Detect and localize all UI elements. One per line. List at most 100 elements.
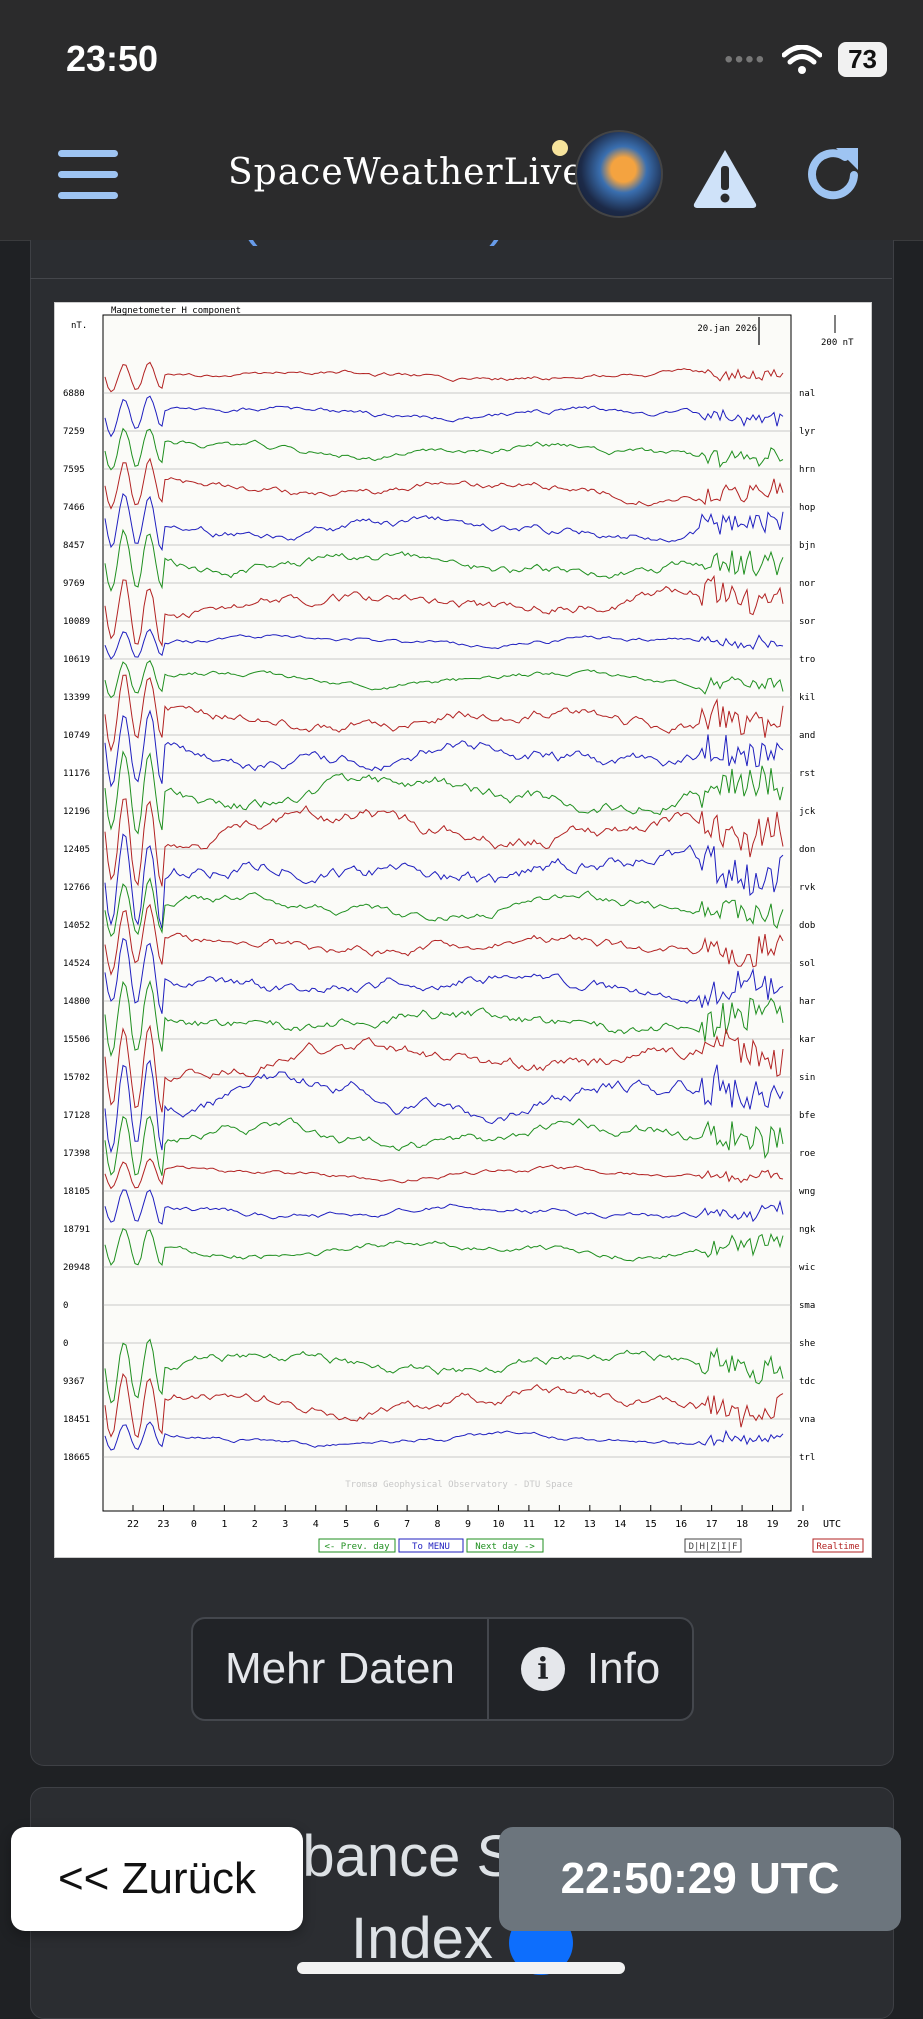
battery-level: 73 [838,42,887,77]
station-value: 9367 [63,1377,85,1387]
wifi-icon [782,44,823,74]
menu-icon[interactable] [58,150,118,200]
station-label: har [799,997,816,1007]
series-line [104,1338,784,1404]
sun-dot-icon [552,140,568,156]
date-label: 20.jan 2026 [697,324,757,334]
section-title-clip: Hobart (Australien) [30,240,892,278]
station-value: 14524 [63,959,90,969]
y-unit: nT. [71,321,87,331]
realtime-link: Realtime [816,1542,859,1552]
x-tick-label: 23 [157,1519,169,1530]
series-line [104,427,784,471]
station-label: sol [799,959,815,969]
station-label: trl [799,1453,815,1463]
station-value: 14052 [63,921,90,931]
x-tick-label: 2 [252,1519,258,1530]
station-label: rvk [799,883,816,893]
station-label: kar [799,1035,816,1045]
utc-clock: 22:50:29 UTC [499,1827,901,1931]
x-tick-label: 11 [523,1519,535,1530]
station-label: bfe [799,1111,815,1121]
station-value: 10619 [63,655,90,665]
series-line [104,660,784,699]
station-value: 15702 [63,1073,90,1083]
station-value: 13399 [63,693,90,703]
station-value: 10089 [63,617,90,627]
x-tick-label: 1 [221,1519,227,1530]
series-line [104,903,784,976]
series-line [104,1024,784,1113]
station-label: tdc [799,1377,815,1387]
series-line [104,395,784,438]
x-tick-label: 18 [736,1519,748,1530]
station-value: 18665 [63,1453,90,1463]
station-label: lyr [799,427,816,437]
series-line [104,750,784,835]
station-value: 14800 [63,997,90,1007]
info-button[interactable]: i Info [486,1619,692,1719]
prev-day-link-box [318,1538,396,1553]
status-icons: •••• 73 [724,42,887,77]
station-value: 0 [63,1301,68,1311]
station-label: jck [799,807,816,817]
station-label: tro [799,655,815,665]
button-group: Mehr Daten i Info [191,1617,695,1721]
series-line [104,1115,784,1176]
divider [30,278,892,279]
refresh-icon[interactable] [800,142,866,208]
station-label: and [799,731,815,741]
section-title: Hobart (Australien) [70,240,506,248]
next-day-link: Next day -> [475,1542,535,1552]
station-label: wic [799,1263,815,1273]
series-line [104,1158,784,1190]
station-value: 7259 [63,427,85,437]
station-value: 18105 [63,1187,90,1197]
station-label: sor [799,617,816,627]
realtime-link-box [812,1538,864,1553]
series-line [104,574,784,648]
station-label: nal [799,389,815,399]
home-indicator[interactable] [297,1962,625,1974]
station-value: 0 [63,1339,68,1349]
info-icon: i [520,1647,565,1691]
globe-logo-icon[interactable] [575,130,663,218]
next-day-link-box [466,1538,544,1553]
series-line [104,1372,784,1438]
series-line [104,674,784,753]
series-line [104,361,784,393]
x-tick-label: 3 [282,1519,288,1530]
menu-link-box [398,1538,464,1553]
app-header: SpaceWeatherLive [0,110,923,241]
series-line [104,457,784,510]
more-data-button[interactable]: Mehr Daten [193,1619,487,1719]
x-tick-label: 22 [127,1519,139,1530]
x-tick-label: 4 [313,1519,319,1530]
station-label: don [799,845,815,855]
more-data-label: Mehr Daten [225,1644,455,1693]
chart-title: Magnetometer H component [111,306,241,316]
back-button[interactable]: << Zurück [11,1827,303,1931]
x-tick-label: 16 [675,1519,687,1530]
warning-icon[interactable] [690,146,760,210]
x-tick-label: 0 [191,1519,197,1530]
brand-logo-text[interactable]: SpaceWeatherLive [228,152,585,193]
station-label: ngk [799,1225,816,1235]
station-label: vna [799,1415,815,1425]
station-label: sin [799,1073,815,1083]
station-value: 11176 [63,769,90,779]
series-line [104,1059,784,1154]
station-value: 7466 [63,503,85,513]
series-line [104,798,784,887]
info-label: Info [586,1644,661,1693]
series-line [104,833,784,929]
station-label: wng [799,1187,815,1197]
station-value: 7595 [63,465,85,475]
station-value: 10749 [63,731,90,741]
station-value: 17398 [63,1149,90,1159]
station-value: 20948 [63,1263,90,1273]
station-label: hop [799,503,815,513]
x-tick-label: 19 [767,1519,779,1530]
station-value: 15506 [63,1035,90,1045]
station-label: hrn [799,465,815,475]
